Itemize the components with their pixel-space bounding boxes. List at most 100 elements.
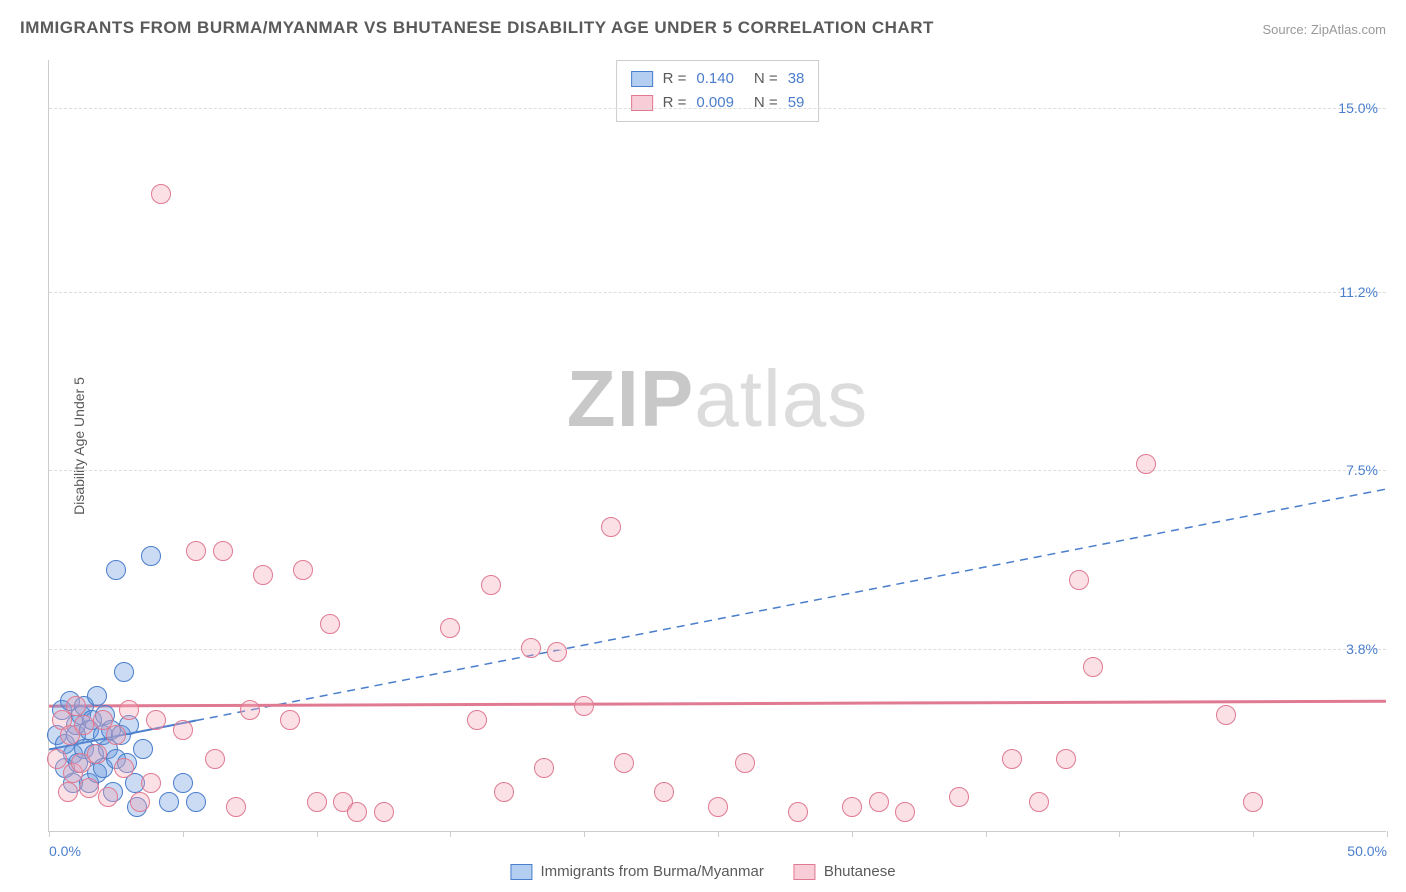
scatter-point — [213, 541, 233, 561]
scatter-point — [205, 749, 225, 769]
scatter-point — [735, 753, 755, 773]
x-tick-mark — [450, 831, 451, 837]
scatter-point — [240, 700, 260, 720]
scatter-point — [534, 758, 554, 778]
source-credit: Source: ZipAtlas.com — [1262, 22, 1386, 37]
x-tick-mark — [1253, 831, 1254, 837]
scatter-point — [1216, 705, 1236, 725]
scatter-point — [547, 642, 567, 662]
scatter-point — [467, 710, 487, 730]
y-tick-label: 15.0% — [1338, 100, 1378, 116]
scatter-point — [574, 696, 594, 716]
x-tick-mark — [183, 831, 184, 837]
scatter-point — [481, 575, 501, 595]
scatter-point — [440, 618, 460, 638]
scatter-point — [87, 744, 107, 764]
x-tick-mark — [317, 831, 318, 837]
legend-r-value: 0.140 — [696, 67, 734, 91]
legend-item: Immigrants from Burma/Myanmar — [510, 863, 763, 880]
scatter-point — [114, 662, 134, 682]
scatter-point — [114, 758, 134, 778]
scatter-point — [74, 715, 94, 735]
watermark: ZIPatlas — [567, 353, 868, 445]
scatter-point — [601, 517, 621, 537]
scatter-point — [614, 753, 634, 773]
scatter-point — [1002, 749, 1022, 769]
scatter-point — [374, 802, 394, 822]
scatter-point — [106, 725, 126, 745]
trend-line — [196, 489, 1386, 720]
scatter-point — [173, 773, 193, 793]
scatter-point — [1056, 749, 1076, 769]
legend-r-label: R = — [663, 67, 687, 91]
legend-r-value: 0.009 — [696, 91, 734, 115]
legend-swatch — [631, 71, 653, 87]
scatter-point — [159, 792, 179, 812]
scatter-point — [119, 700, 139, 720]
x-tick-mark — [1387, 831, 1388, 837]
scatter-point — [47, 749, 67, 769]
scatter-point — [58, 782, 78, 802]
scatter-point — [1136, 454, 1156, 474]
gridline — [49, 470, 1386, 471]
scatter-point — [293, 560, 313, 580]
x-tick-label: 50.0% — [1347, 843, 1387, 859]
correlation-legend: R =0.140N =38R =0.009N =59 — [616, 60, 820, 122]
legend-item: Bhutanese — [794, 863, 896, 880]
scatter-point — [347, 802, 367, 822]
scatter-point — [494, 782, 514, 802]
chart-title: IMMIGRANTS FROM BURMA/MYANMAR VS BHUTANE… — [20, 18, 934, 38]
legend-r-label: R = — [663, 91, 687, 115]
x-tick-mark — [584, 831, 585, 837]
y-tick-label: 7.5% — [1346, 462, 1378, 478]
scatter-point — [949, 787, 969, 807]
scatter-point — [151, 184, 171, 204]
scatter-point — [1029, 792, 1049, 812]
scatter-point — [141, 773, 161, 793]
scatter-point — [1243, 792, 1263, 812]
scatter-plot: ZIPatlas R =0.140N =38R =0.009N =59 3.8%… — [48, 60, 1386, 832]
scatter-point — [320, 614, 340, 634]
legend-swatch — [510, 864, 532, 880]
x-tick-mark — [852, 831, 853, 837]
scatter-point — [66, 696, 86, 716]
scatter-point — [307, 792, 327, 812]
x-tick-mark — [986, 831, 987, 837]
scatter-point — [280, 710, 300, 730]
scatter-point — [106, 560, 126, 580]
legend-row: R =0.140N =38 — [631, 67, 805, 91]
x-tick-mark — [1119, 831, 1120, 837]
scatter-point — [842, 797, 862, 817]
x-tick-mark — [718, 831, 719, 837]
legend-swatch — [794, 864, 816, 880]
legend-n-label: N = — [754, 67, 778, 91]
x-tick-mark — [49, 831, 50, 837]
scatter-point — [226, 797, 246, 817]
y-tick-label: 3.8% — [1346, 641, 1378, 657]
scatter-point — [186, 792, 206, 812]
scatter-point — [521, 638, 541, 658]
scatter-point — [173, 720, 193, 740]
scatter-point — [708, 797, 728, 817]
gridline — [49, 292, 1386, 293]
scatter-point — [869, 792, 889, 812]
scatter-point — [1069, 570, 1089, 590]
scatter-point — [79, 778, 99, 798]
scatter-point — [87, 686, 107, 706]
legend-n-value: 59 — [788, 91, 805, 115]
scatter-point — [253, 565, 273, 585]
scatter-point — [654, 782, 674, 802]
scatter-point — [146, 710, 166, 730]
legend-label: Immigrants from Burma/Myanmar — [540, 863, 763, 880]
scatter-point — [133, 739, 153, 759]
y-tick-label: 11.2% — [1339, 284, 1378, 300]
x-tick-label: 0.0% — [49, 843, 81, 859]
legend-row: R =0.009N =59 — [631, 91, 805, 115]
scatter-point — [788, 802, 808, 822]
scatter-point — [98, 787, 118, 807]
scatter-point — [895, 802, 915, 822]
series-legend: Immigrants from Burma/Myanmar Bhutanese — [510, 863, 895, 880]
scatter-point — [141, 546, 161, 566]
gridline — [49, 649, 1386, 650]
scatter-point — [186, 541, 206, 561]
